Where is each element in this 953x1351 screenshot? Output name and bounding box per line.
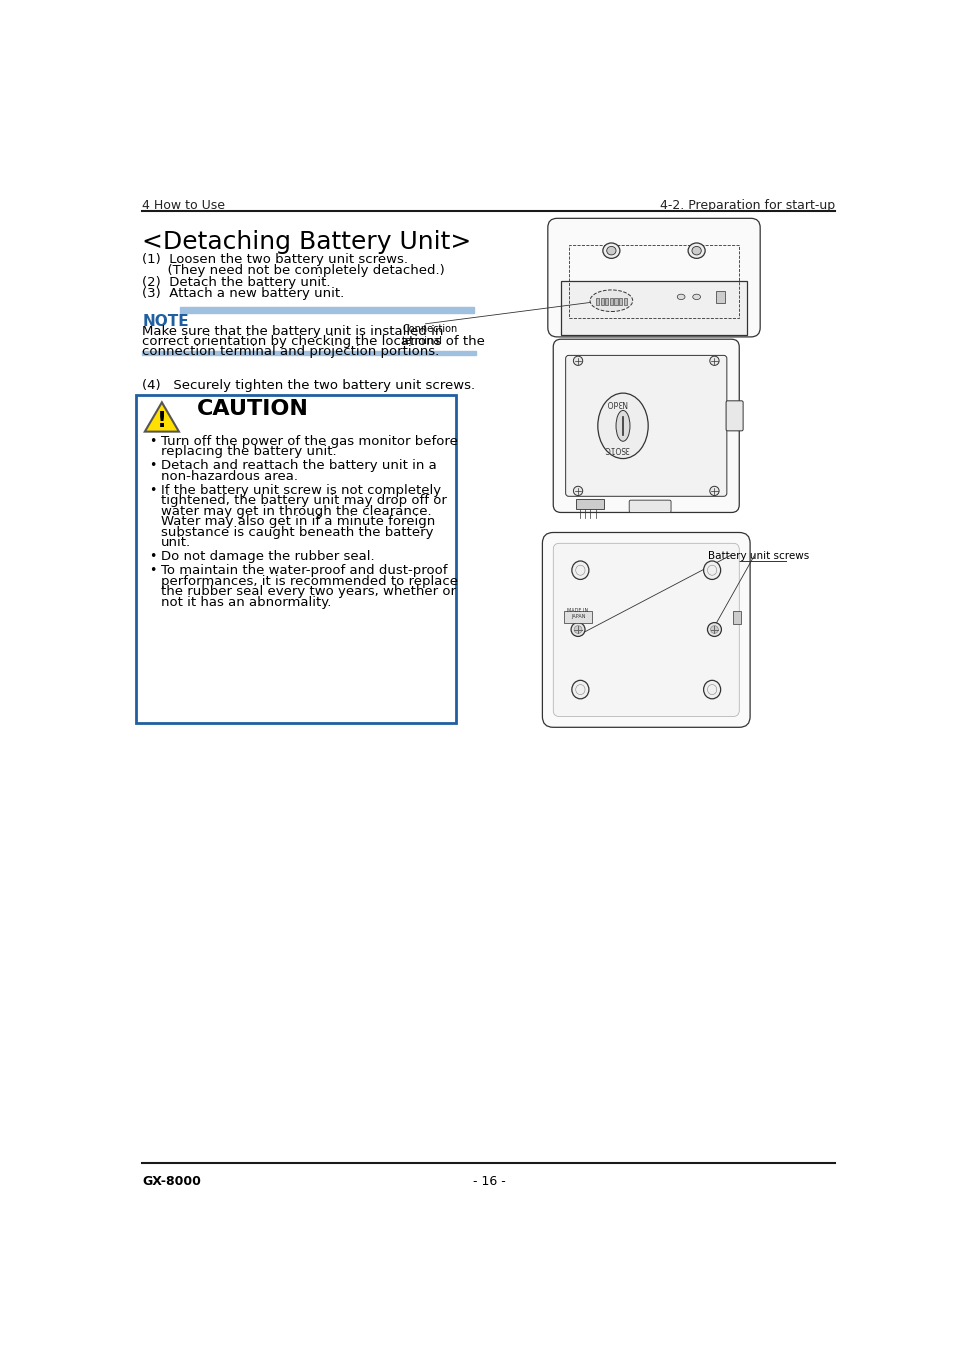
Text: •: • [149,550,156,563]
FancyBboxPatch shape [553,543,739,716]
Text: (1)  Loosen the two battery unit screws.: (1) Loosen the two battery unit screws. [142,253,408,266]
Bar [614,299,617,304]
Ellipse shape [709,357,719,365]
Text: To maintain the water-proof and dust-proof: To maintain the water-proof and dust-pro… [161,565,447,577]
Polygon shape [145,403,179,431]
Text: •: • [149,484,156,497]
FancyBboxPatch shape [565,355,726,496]
Text: tightened, the battery unit may drop off or: tightened, the battery unit may drop off… [161,494,447,508]
FancyBboxPatch shape [542,532,749,727]
Text: Battery unit screws: Battery unit screws [707,551,809,561]
Text: Turn off the power of the gas monitor before: Turn off the power of the gas monitor be… [161,435,457,447]
Bar [596,299,598,304]
Bar [618,299,621,304]
Bar [560,281,746,335]
Bar [179,307,474,313]
Text: Do not damage the rubber seal.: Do not damage the rubber seal. [161,550,375,563]
Text: N3dO: N3dO [605,399,627,407]
Bar [136,394,456,723]
Ellipse shape [691,246,700,255]
Text: •: • [149,435,156,447]
Ellipse shape [598,393,647,458]
Bar [563,611,592,623]
Ellipse shape [709,486,719,496]
Text: unit.: unit. [161,536,191,549]
Ellipse shape [677,295,684,300]
Text: connection terminal and projection portions.: connection terminal and projection porti… [142,345,439,358]
Text: •: • [149,565,156,577]
Text: <Detaching Battery Unit>: <Detaching Battery Unit> [142,230,471,254]
Text: GX-8000: GX-8000 [142,1174,201,1188]
Text: Water may also get in if a minute foreign: Water may also get in if a minute foreig… [161,515,435,528]
FancyBboxPatch shape [553,339,739,512]
Ellipse shape [590,290,632,312]
Bar [576,500,603,508]
Ellipse shape [687,243,704,258]
Bar [716,290,724,303]
Text: correct orientation by checking the locations of the: correct orientation by checking the loca… [142,335,485,347]
Bar [623,299,626,304]
Text: Connection
terminal: Connection terminal [402,324,456,346]
Ellipse shape [573,486,582,496]
Bar [599,299,603,304]
FancyBboxPatch shape [725,401,742,431]
Text: replacing the battery unit.: replacing the battery unit. [161,444,336,458]
Text: Make sure that the battery unit is installed in: Make sure that the battery unit is insta… [142,324,443,338]
Ellipse shape [703,681,720,698]
Ellipse shape [710,626,718,634]
Text: water may get in through the clearance.: water may get in through the clearance. [161,505,432,517]
Ellipse shape [574,626,581,634]
Text: (4)   Securely tighten the two battery unit screws.: (4) Securely tighten the two battery uni… [142,380,476,392]
Text: 4 How to Use: 4 How to Use [142,199,225,212]
Bar [609,299,612,304]
Text: performances, it is recommended to replace: performances, it is recommended to repla… [161,574,457,588]
Text: MADE IN
JAPAN: MADE IN JAPAN [567,608,588,619]
Ellipse shape [703,561,720,580]
Text: CAUTION: CAUTION [196,400,309,419]
Text: - 16 -: - 16 - [472,1174,505,1188]
Ellipse shape [573,357,582,365]
Text: 3SO1C: 3SO1C [603,444,629,454]
Ellipse shape [602,243,619,258]
Text: •: • [149,459,156,473]
Ellipse shape [571,681,588,698]
Ellipse shape [692,295,700,300]
Ellipse shape [571,623,584,636]
Text: (They need not be completely detached.): (They need not be completely detached.) [142,263,445,277]
Ellipse shape [616,411,629,442]
Text: If the battery unit screw is not completely: If the battery unit screw is not complet… [161,484,440,497]
Text: !: ! [156,411,167,431]
Bar [732,612,740,624]
Text: the rubber seal every two years, whether or: the rubber seal every two years, whether… [161,585,456,598]
Text: non-hazardous area.: non-hazardous area. [161,470,297,482]
Bar [142,351,476,355]
Text: not it has an abnormality.: not it has an abnormality. [161,596,331,609]
Bar [604,299,608,304]
Ellipse shape [606,246,616,255]
Ellipse shape [571,561,588,580]
Text: substance is caught beneath the battery: substance is caught beneath the battery [161,526,434,539]
Ellipse shape [707,623,720,636]
FancyBboxPatch shape [547,219,760,336]
Text: 4-2. Preparation for start-up: 4-2. Preparation for start-up [659,199,835,212]
Bar [568,246,739,319]
Text: NOTE: NOTE [142,313,189,328]
Text: Detach and reattach the battery unit in a: Detach and reattach the battery unit in … [161,459,436,473]
Text: (3)  Attach a new battery unit.: (3) Attach a new battery unit. [142,286,344,300]
FancyBboxPatch shape [629,500,670,512]
Text: (2)  Detach the battery unit.: (2) Detach the battery unit. [142,276,331,289]
